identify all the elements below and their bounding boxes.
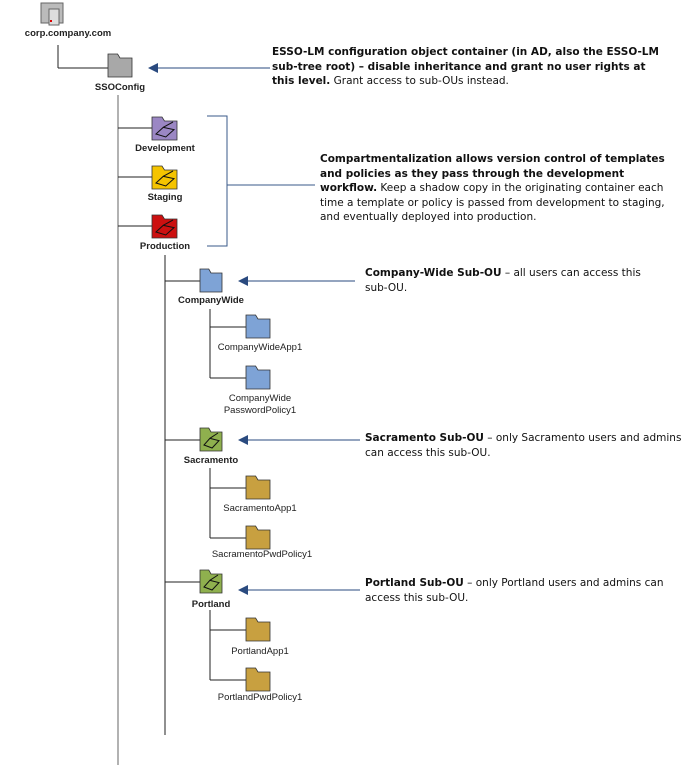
ssoconfig-folder-icon (107, 53, 133, 78)
compartment-note-text: Keep a shadow copy in the originating co… (320, 182, 665, 223)
staging-label: Staging (147, 192, 183, 203)
compartment-note-bold: Compartmentalization allows version cont… (320, 153, 665, 194)
companywideapp1-label: CompanyWideApp1 (217, 342, 303, 353)
companywide-label: CompanyWide (178, 295, 244, 306)
portland-note-bold: Portland Sub-OU (365, 577, 464, 589)
sacramentoapp1-label: SacramentoApp1 (223, 503, 297, 514)
ssoconfig-note: ESSO-LM configuration object container (… (272, 45, 667, 89)
child-folder-icon (245, 667, 271, 692)
sacramento-note: Sacramento Sub-OU – only Sacramento user… (365, 431, 685, 460)
stage-folder-icon-development (151, 116, 178, 141)
companywide-note-bold: Company-Wide Sub-OU (365, 267, 502, 279)
companywide-note: Company-Wide Sub-OU – all users can acce… (365, 266, 665, 295)
portland-note: Portland Sub-OU – only Portland users an… (365, 576, 665, 605)
server-icon-led (50, 20, 52, 22)
companywide-note-text: – all users can access this sub-OU. (365, 267, 641, 294)
child-folder-icon (245, 365, 271, 390)
sacramento-note-text: – only Sacramento users and admins can a… (365, 432, 682, 459)
compartment-note: Compartmentalization allows version cont… (320, 152, 680, 225)
portlandpwdpolicy1-label: PortlandPwdPolicy1 (217, 692, 303, 703)
ssoconfig-note-text: Grant access to sub-OUs instead. (330, 75, 509, 87)
portland-label: Portland (191, 599, 231, 610)
development-label: Development (135, 143, 195, 154)
stage-folder-icon-production (151, 214, 178, 239)
sacramento-note-bold: Sacramento Sub-OU (365, 432, 484, 444)
child-folder-icon (245, 525, 271, 550)
subou-arrow-sacramento-arrowhead (238, 435, 248, 445)
subou-folder-icon-sacramento (199, 427, 223, 452)
subou-arrow-companywide-arrowhead (238, 276, 248, 286)
ssoconfig-note-bold: ESSO-LM configuration object container (… (272, 46, 659, 87)
subou-folder-icon-portland (199, 569, 223, 594)
root-domain-label: corp.company.com (24, 28, 112, 39)
sacramento-label: Sacramento (183, 455, 239, 466)
stage-folder-icon-staging (151, 165, 178, 190)
child-folder-icon (245, 314, 271, 339)
subou-arrow-portland-arrowhead (238, 585, 248, 595)
companywide-policy-label-2: PasswordPolicy1 (223, 405, 297, 416)
ssoconfig-label: SSOConfig (94, 82, 146, 93)
child-folder-icon (245, 475, 271, 500)
portland-note-text: – only Portland users and admins can acc… (365, 577, 664, 604)
production-label: Production (139, 241, 191, 252)
subou-folder-icon-companywide (199, 268, 223, 293)
companywide-policy-label-1: CompanyWide (228, 393, 292, 404)
stages-bracket (207, 115, 315, 247)
child-folder-icon (245, 617, 271, 642)
portlandapp1-label: PortlandApp1 (231, 646, 289, 657)
server-icon-front (48, 8, 60, 26)
ssoconfig-arrow-arrowhead (148, 63, 158, 73)
sacramentopwdpolicy1-label: SacramentoPwdPolicy1 (211, 549, 313, 560)
